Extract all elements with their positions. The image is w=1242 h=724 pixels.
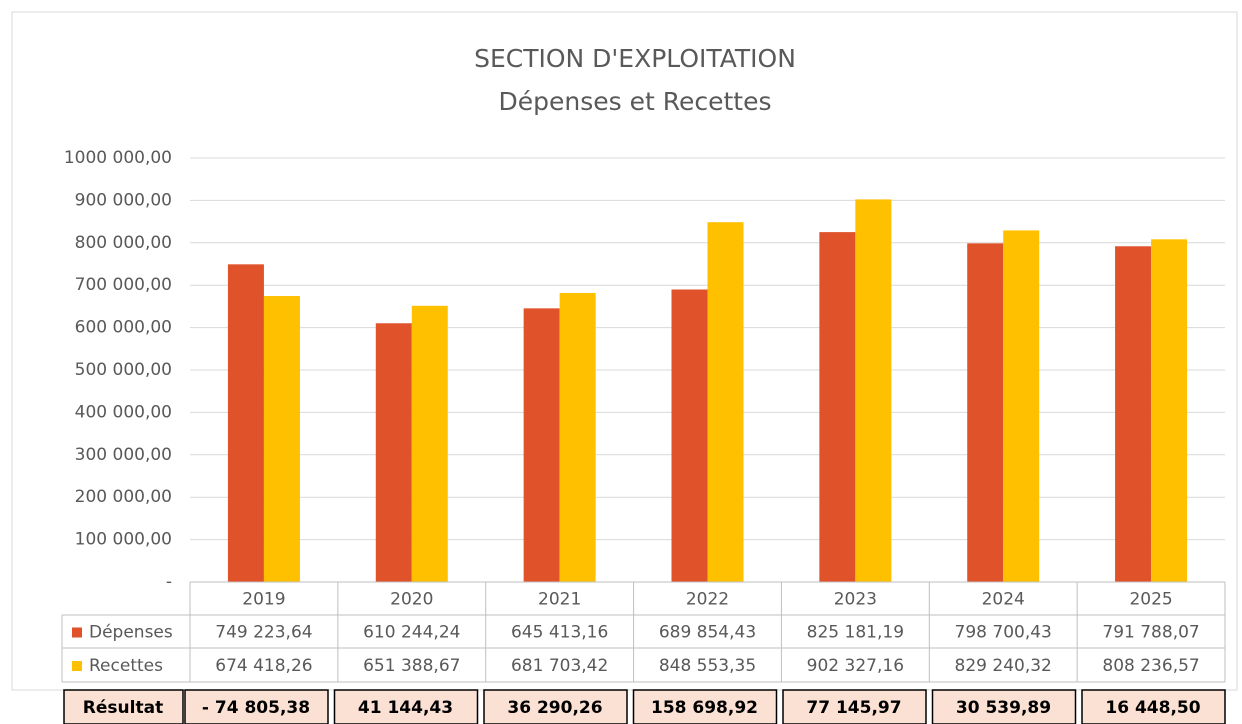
y-tick-label: 300 000,00 <box>75 445 172 465</box>
bar <box>559 292 596 582</box>
result-cell <box>483 689 628 724</box>
x-tick-label: 2020 <box>390 590 433 610</box>
data-label: 848 553,35 <box>659 656 756 676</box>
chart-subtitle: Dépenses et Recettes <box>499 87 772 116</box>
legend-label: Recettes <box>89 656 163 676</box>
y-tick-label: 200 000,00 <box>75 487 172 507</box>
bar <box>523 308 560 582</box>
chart-title: SECTION D'EXPLOITATION <box>474 44 796 73</box>
x-tick-label: 2022 <box>686 590 729 610</box>
y-tick-label: 400 000,00 <box>75 402 172 422</box>
data-label: 829 240,32 <box>955 656 1052 676</box>
result-value: 77 145,97 <box>806 698 901 718</box>
result-cell <box>931 689 1077 724</box>
y-tick-label: 600 000,00 <box>75 318 172 338</box>
result-cell <box>1081 689 1226 724</box>
result-cell <box>333 689 479 724</box>
y-tick-label: 500 000,00 <box>75 360 172 380</box>
data-label: 825 181,19 <box>807 623 904 643</box>
data-label: 651 388,67 <box>363 656 460 676</box>
bar <box>375 323 412 582</box>
result-value: 30 539,89 <box>956 698 1051 718</box>
x-tick-label: 2024 <box>982 590 1025 610</box>
bar <box>1003 230 1040 582</box>
result-value: - 74 805,38 <box>202 698 310 718</box>
result-cell <box>63 689 184 724</box>
bar <box>671 289 708 582</box>
legend-key <box>72 627 82 638</box>
data-label: 674 418,26 <box>215 656 312 676</box>
bar <box>1115 246 1152 582</box>
data-label: 645 413,16 <box>511 623 608 643</box>
data-label: 689 854,43 <box>659 623 756 643</box>
bar <box>819 232 856 582</box>
y-tick-label: 100 000,00 <box>75 530 172 550</box>
result-cell <box>782 689 927 724</box>
result-cell <box>184 689 329 724</box>
x-tick-label: 2019 <box>242 590 285 610</box>
x-tick-label: 2023 <box>834 590 877 610</box>
bar <box>227 264 264 582</box>
bar <box>411 305 448 582</box>
bar <box>707 222 744 582</box>
x-tick-label: 2025 <box>1129 590 1172 610</box>
data-label: 681 703,42 <box>511 656 608 676</box>
data-label: 798 700,43 <box>955 623 1052 643</box>
data-label: 808 236,57 <box>1102 656 1199 676</box>
result-value: 158 698,92 <box>651 698 758 718</box>
result-value: 41 144,43 <box>358 698 453 718</box>
bar <box>263 296 300 582</box>
y-tick-label: 900 000,00 <box>75 190 172 210</box>
result-cell <box>632 689 778 724</box>
y-tick-label: 700 000,00 <box>75 275 172 295</box>
result-value: 36 290,26 <box>507 698 602 718</box>
result-value: 16 448,50 <box>1105 698 1200 718</box>
result-label: Résultat <box>83 698 163 718</box>
bar <box>1151 239 1188 583</box>
bar <box>855 199 892 583</box>
bar <box>967 243 1004 582</box>
data-label: 749 223,64 <box>215 623 312 643</box>
data-label: 902 327,16 <box>807 656 904 676</box>
y-tick-label: 1000 000,00 <box>64 148 172 168</box>
data-label: 791 788,07 <box>1102 623 1199 643</box>
legend-key <box>72 661 82 671</box>
data-label: 610 244,24 <box>363 623 460 643</box>
x-tick-label: 2021 <box>538 590 581 610</box>
y-tick-label: - <box>166 572 172 592</box>
legend-label: Dépenses <box>89 623 173 643</box>
y-tick-label: 800 000,00 <box>75 233 172 253</box>
